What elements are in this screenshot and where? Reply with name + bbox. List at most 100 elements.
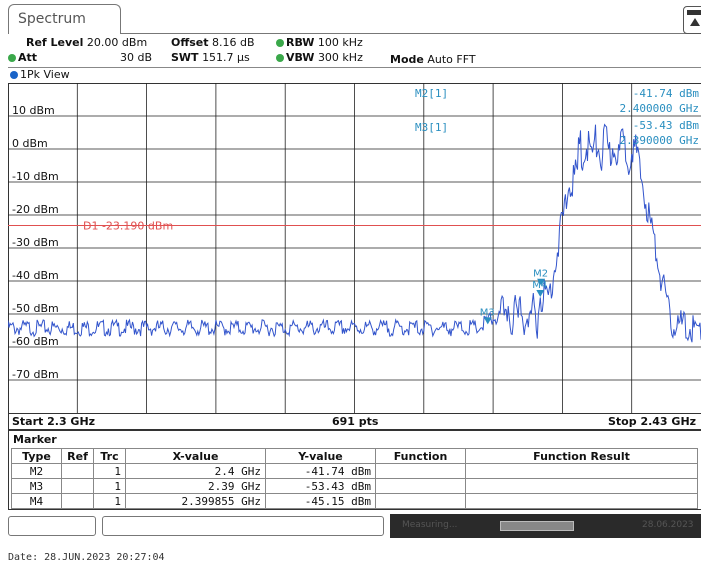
y-tick-label: -40 dBm (12, 269, 59, 282)
y-tick-label: -30 dBm (12, 236, 59, 249)
ref-level-value: 20.00 dBm (86, 36, 148, 49)
marker-cell-type: M3 (11, 478, 62, 494)
att-label: Att (18, 51, 38, 64)
x-axis-footer: Start 2.3 GHz 691 pts Stop 2.43 GHz (8, 413, 701, 430)
marker-cell-ref (61, 478, 94, 494)
toolbar-menu-bar (687, 10, 701, 15)
marker-label: M3 (480, 307, 495, 318)
marker-readout-name: M2[1] (415, 87, 448, 100)
screenshot-date: Date: 28.JUN.2023 20:27:04 (8, 552, 165, 563)
status-date: 28.06.2023 (642, 520, 694, 530)
status-bar-measurement: Measuring... 28.06.2023 (390, 514, 701, 538)
marker-cell-func (375, 478, 466, 494)
marker-panel-title: Marker (13, 433, 57, 446)
marker-cell-trc: 1 (93, 478, 126, 494)
marker-readout-y: -53.43 dBm (633, 119, 700, 132)
spectrum-plot[interactable]: 10 dBm 0 dBm -10 dBm -20 dBm -30 dBm -40 dBm -… (8, 83, 701, 413)
marker-triangle-icon (536, 289, 545, 297)
marker-cell-type: M2 (11, 463, 62, 479)
att-status-icon (8, 54, 16, 62)
y-tick-label: -20 dBm (12, 203, 59, 216)
mode-value: Auto FFT (427, 53, 476, 66)
marker-triangle-icon (483, 317, 492, 325)
vbw-status-icon (276, 54, 284, 62)
y-tick-label: -60 dBm (12, 335, 59, 348)
y-tick-label: -10 dBm (12, 170, 59, 183)
marker-cell-func (375, 493, 466, 509)
status-field-message[interactable] (102, 516, 384, 536)
marker-cell-trc: 1 (93, 463, 126, 479)
offset-label: Offset (171, 36, 209, 49)
stop-frequency: Stop 2.43 GHz (608, 415, 697, 428)
start-frequency: Start 2.3 GHz (12, 415, 96, 428)
col-y-value: Y-value (265, 448, 376, 464)
swt-group: SWT 151.7 µs (171, 51, 250, 65)
marker-cell-y: -53.43 dBm (265, 478, 376, 494)
vbw-group: VBW 300 kHz (276, 51, 363, 65)
ref-level-label: Ref Level (26, 36, 84, 49)
col-x-value: X-value (125, 448, 266, 464)
col-ref: Ref (61, 448, 94, 464)
status-field-left[interactable] (8, 516, 96, 536)
att-value: 30 dB (120, 51, 153, 64)
marker-label: M2 (533, 269, 548, 280)
marker-cell-type: M4 (11, 493, 62, 509)
y-tick-label: 0 dBm (12, 137, 48, 150)
measuring-text: Measuring... (402, 520, 458, 530)
rbw-label: RBW (286, 36, 315, 49)
marker-triangle-icon (537, 278, 546, 286)
toolbar-menu-triangle (690, 18, 700, 26)
mode-label: Mode (390, 53, 424, 66)
tab-divider (121, 33, 701, 34)
marker-readout-name: M3[1] (415, 121, 448, 134)
tab-bar: Spectrum (8, 4, 701, 34)
vbw-value: 300 kHz (317, 51, 363, 64)
att-group: Att (8, 51, 37, 65)
marker-table-header: Type Ref Trc X-value Y-value Function Fu… (11, 448, 698, 464)
marker-cell-result (465, 493, 698, 509)
marker-label: M4 (532, 280, 547, 291)
marker-readout-x: 2.400000 GHz (620, 102, 699, 115)
marker-cell-ref (61, 463, 94, 479)
trace-indicator-icon (10, 71, 18, 79)
offset-value: 8.16 dB (212, 36, 255, 49)
marker-readout-y: -41.74 dBm (633, 87, 700, 100)
rbw-value: 100 kHz (317, 36, 363, 49)
view-label-text: 1Pk View (20, 68, 70, 81)
swt-label: SWT (171, 51, 199, 64)
marker-cell-x: 2.4 GHz (125, 463, 266, 479)
settings-panel: Ref Level 20.00 dBm Offset 8.16 dB RBW 1… (8, 36, 701, 66)
marker-cell-ref (61, 493, 94, 509)
marker-cell-trc: 1 (93, 493, 126, 509)
marker-cell-x: 2.39 GHz (125, 478, 266, 494)
vbw-label: VBW (286, 51, 315, 64)
spectrum-trace (8, 123, 701, 343)
marker-panel: Marker Type Ref Trc X-value Y-value Func… (8, 430, 701, 510)
marker-row-m3[interactable]: M3 1 2.39 GHz -53.43 dBm (11, 478, 698, 494)
marker-row-m4[interactable]: M4 1 2.399855 GHz -45.15 dBm (11, 493, 698, 509)
marker-table: Type Ref Trc X-value Y-value Function Fu… (11, 448, 698, 509)
col-type: Type (11, 448, 62, 464)
settings-row-1: Ref Level 20.00 dBm (26, 36, 147, 50)
mode-group: Mode Auto FFT (390, 53, 476, 67)
y-tick-label: -70 dBm (12, 368, 59, 381)
col-trc: Trc (93, 448, 126, 464)
offset-group: Offset 8.16 dB (171, 36, 255, 50)
settings-separator (8, 67, 701, 68)
col-function: Function (375, 448, 466, 464)
swt-value: 151.7 µs (202, 51, 250, 64)
status-bar: Measuring... 28.06.2023 (8, 514, 701, 538)
sweep-points: 691 pts (332, 415, 379, 428)
marker-cell-y: -41.74 dBm (265, 463, 376, 479)
toolbar-menu-icon[interactable] (683, 6, 701, 34)
display-line-d1-label: D1 -23.190 dBm (83, 220, 173, 233)
rbw-group: RBW 100 kHz (276, 36, 363, 50)
col-function-result: Function Result (465, 448, 698, 464)
rbw-status-icon (276, 39, 284, 47)
att-value-group: 30 dB (120, 51, 152, 65)
tab-spectrum[interactable]: Spectrum (8, 4, 121, 34)
marker-row-m2[interactable]: M2 1 2.4 GHz -41.74 dBm (11, 463, 698, 479)
y-tick-label: -50 dBm (12, 302, 59, 315)
tab-spectrum-label: Spectrum (18, 11, 86, 27)
view-label: 1Pk View (10, 68, 70, 81)
